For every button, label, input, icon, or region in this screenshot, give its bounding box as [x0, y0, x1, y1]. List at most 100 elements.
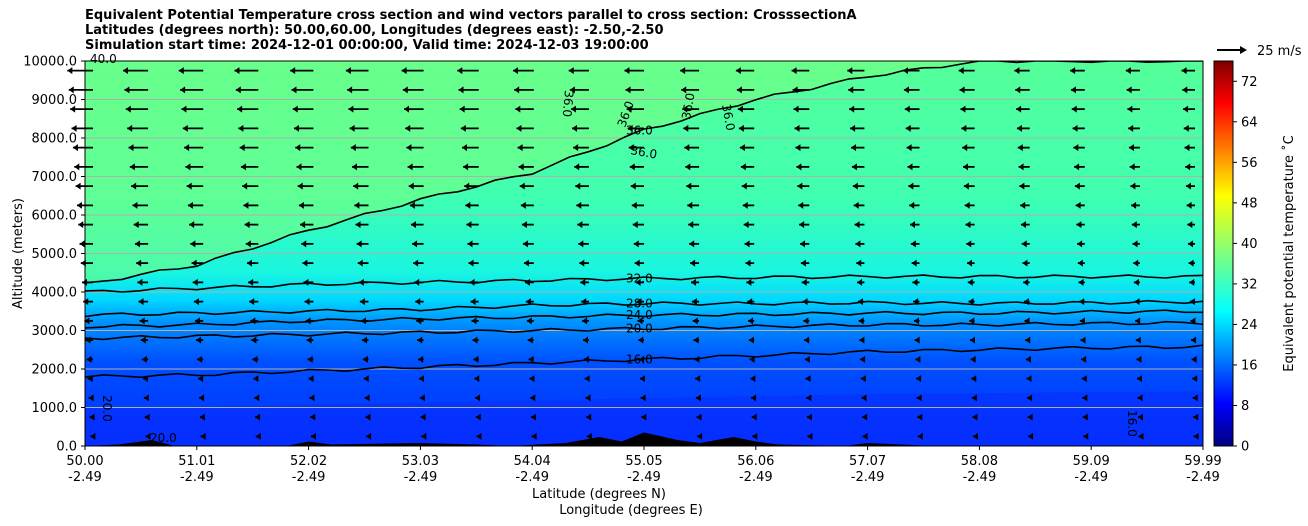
wind-arrow-head [746, 278, 752, 286]
wind-arrow-head [1022, 259, 1028, 267]
wind-arrow-head [739, 144, 745, 152]
wind-arrow-head [72, 144, 78, 152]
wind-arrow-head [1133, 278, 1139, 286]
wind-arrow-head [748, 336, 754, 344]
wind-arrow-head [853, 201, 859, 209]
wind-arrow-head [87, 375, 93, 383]
wind-arrow-head [691, 298, 697, 306]
wind-arrow-head [1028, 432, 1034, 440]
wind-arrow-head [688, 221, 694, 229]
contour-label: 20.0 [626, 322, 653, 336]
wind-arrow-head [632, 221, 638, 229]
wind-arrow-head [412, 240, 418, 248]
wind-arrow-head [697, 432, 703, 440]
wind-arrow-head [569, 86, 575, 94]
wind-arrow-head [401, 67, 407, 75]
wind-arrow-head [797, 182, 803, 190]
wind-arrow-head [305, 317, 311, 325]
wind-arrow-head [1080, 336, 1086, 344]
wind-arrow-head [1015, 86, 1021, 94]
wind-arrow-head [804, 355, 810, 363]
wind-arrow-head [516, 124, 522, 132]
wind-arrow-head [748, 317, 754, 325]
wind-arrow-head [686, 182, 692, 190]
wind-arrow-head [301, 240, 307, 248]
wind-arrow-head [348, 105, 354, 113]
x-tick-label-lat: 50.00 [66, 454, 103, 469]
wind-arrow-head [193, 298, 199, 306]
wind-arrow-head [852, 182, 858, 190]
y-tick-label: 0.0 [56, 440, 77, 455]
x-tick-label-lat: 56.06 [737, 454, 774, 469]
wind-arrow-head [1019, 182, 1025, 190]
wind-arrow-head [244, 221, 250, 229]
wind-arrow-head [793, 105, 799, 113]
axes: 0.0 1000.0 2000.0 3000.0 4000.0 5000.0 6000.0 7… [11, 44, 1302, 518]
wind-arrow-head [1077, 240, 1083, 248]
wind-arrow-head [250, 317, 256, 325]
wind-arrow-head [196, 336, 202, 344]
wind-arrow-head [857, 278, 863, 286]
wind-arrow-head [806, 413, 812, 421]
wind-arrow-head [524, 278, 530, 286]
colorbar-tick-label: 72 [1241, 75, 1258, 90]
wind-arrow-head [1016, 124, 1022, 132]
wind-arrow-head [413, 259, 419, 267]
wind-arrow-head [1079, 317, 1085, 325]
wind-arrow-head [132, 201, 138, 209]
wind-arrow-head [1070, 67, 1076, 75]
wind-arrow-head [414, 278, 420, 286]
wind-arrow-head [751, 413, 757, 421]
wind-arrow-head [744, 240, 750, 248]
wind-arrow-head [1135, 336, 1141, 344]
wind-arrow-head [856, 259, 862, 267]
wind-arrow-head [237, 105, 243, 113]
wind-arrow-head [847, 67, 853, 75]
wind-arrow-head [1184, 144, 1190, 152]
wind-arrow-head [628, 144, 634, 152]
wind-arrow-head [583, 355, 589, 363]
wind-arrow-head [472, 336, 478, 344]
wind-arrow-head [199, 413, 205, 421]
wind-arrow-head [137, 278, 143, 286]
wind-arrow-head [67, 67, 73, 75]
wind-arrow-head [1192, 375, 1198, 383]
x-tick-label-lon: -2.49 [180, 470, 214, 485]
wind-arrow-head [902, 67, 908, 75]
wind-arrow-head [750, 375, 756, 383]
y-tick-label: 8000.0 [32, 132, 78, 147]
wind-arrow-head [629, 163, 635, 171]
title-line-3: Simulation start time: 2024-12-01 00:00:… [85, 38, 649, 53]
x-tick-label-lat: 55.05 [625, 454, 662, 469]
wind-arrow-head [297, 182, 303, 190]
wind-arrow-head [575, 182, 581, 190]
wind-arrow-head [355, 221, 361, 229]
wind-arrow-head [801, 278, 807, 286]
wind-arrow-head [303, 278, 309, 286]
wind-arrow-head [124, 86, 130, 94]
x-tick-label-lat: 51.01 [178, 454, 215, 469]
wind-arrow-head [519, 182, 525, 190]
wind-arrow-head [964, 201, 970, 209]
wind-arrow-head [630, 182, 636, 190]
wind-arrow-head [581, 298, 587, 306]
wind-arrow-head [133, 221, 139, 229]
wind-arrow-head [633, 240, 639, 248]
wind-arrow-head [742, 201, 748, 209]
wind-arrow-head [1073, 144, 1079, 152]
wind-arrow-head [1188, 259, 1194, 267]
wind-arrow-head [962, 144, 968, 152]
wind-arrow-head [354, 201, 360, 209]
wind-arrow-head [1189, 278, 1195, 286]
wind-arrow-head [347, 86, 353, 94]
wind-arrow-head [859, 336, 865, 344]
title-line-2: Latitudes (degrees north): 50.00,60.00, … [85, 23, 664, 38]
quiver-key-label: 25 m/s [1257, 44, 1302, 59]
wind-arrow-head [517, 144, 523, 152]
wind-arrow-head [854, 221, 860, 229]
wind-arrow-head [189, 221, 195, 229]
y-tick-label: 10000.0 [23, 55, 77, 70]
wind-arrow-head [860, 375, 866, 383]
wind-arrow-head [905, 124, 911, 132]
